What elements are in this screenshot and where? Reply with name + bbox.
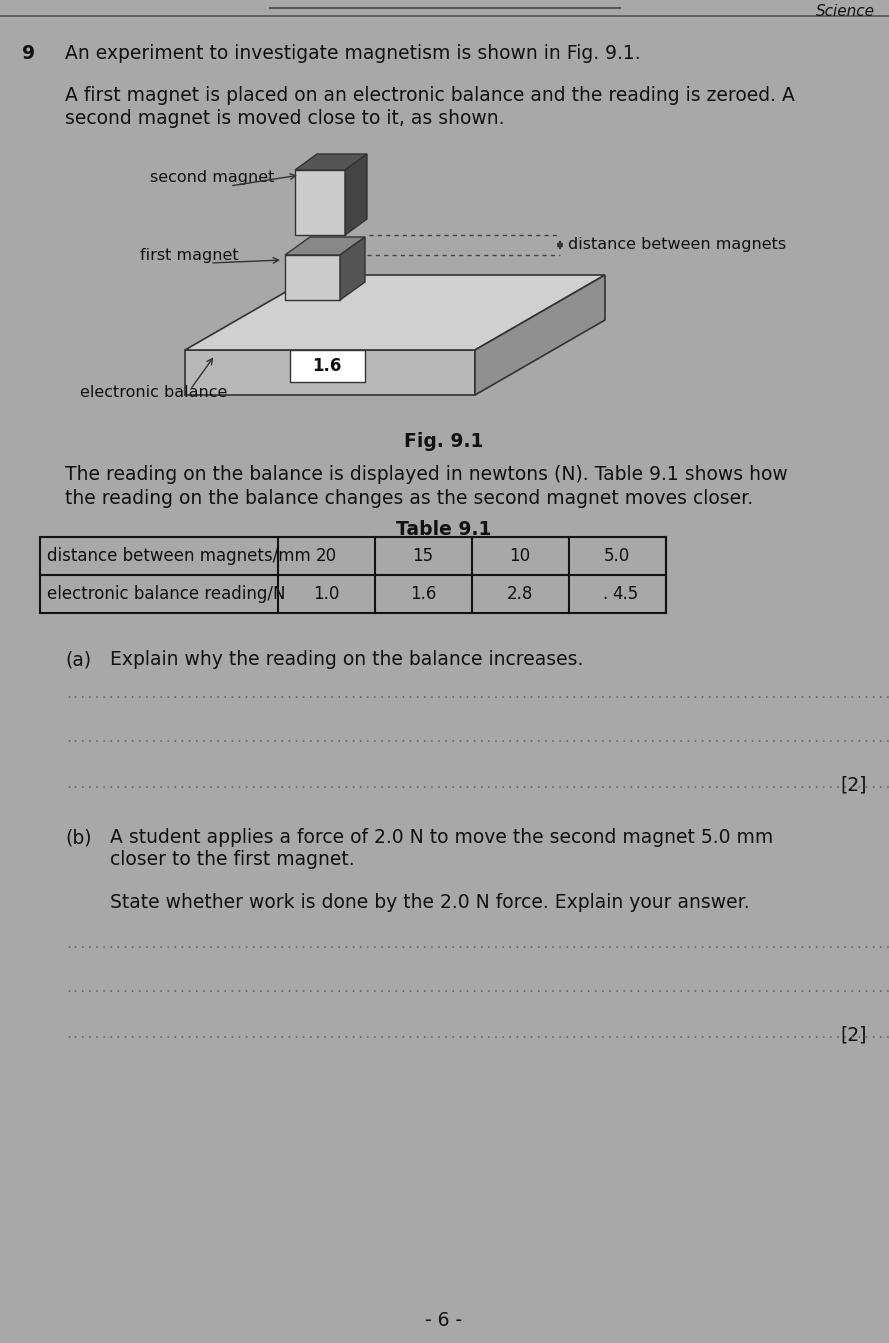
Polygon shape xyxy=(475,275,605,395)
Polygon shape xyxy=(285,255,340,299)
Text: State whether work is done by the 2.0 N force. Explain your answer.: State whether work is done by the 2.0 N … xyxy=(110,893,749,912)
Text: ................................................................................: ........................................… xyxy=(65,778,889,791)
Polygon shape xyxy=(185,275,605,351)
Polygon shape xyxy=(295,154,367,171)
Text: ................................................................................: ........................................… xyxy=(65,937,889,951)
Text: the reading on the balance changes as the second magnet moves closer.: the reading on the balance changes as th… xyxy=(65,489,753,508)
Polygon shape xyxy=(290,351,365,381)
Text: distance between magnets/mm: distance between magnets/mm xyxy=(47,547,311,565)
Text: first magnet: first magnet xyxy=(140,248,238,263)
Text: closer to the first magnet.: closer to the first magnet. xyxy=(110,850,355,869)
Text: Explain why the reading on the balance increases.: Explain why the reading on the balance i… xyxy=(110,650,583,669)
Text: 15: 15 xyxy=(412,547,434,565)
Text: - 6 -: - 6 - xyxy=(426,1311,462,1330)
Polygon shape xyxy=(295,171,345,235)
Text: A student applies a force of 2.0 N to move the second magnet 5.0 mm: A student applies a force of 2.0 N to mo… xyxy=(110,829,773,847)
Text: 20: 20 xyxy=(316,547,337,565)
Text: [2]: [2] xyxy=(840,1026,867,1045)
Text: 9: 9 xyxy=(22,44,36,63)
Polygon shape xyxy=(185,351,475,395)
Text: The reading on the balance is displayed in newtons (N). Table 9.1 shows how: The reading on the balance is displayed … xyxy=(65,465,788,483)
Text: 2.8: 2.8 xyxy=(507,586,533,603)
Text: .: . xyxy=(603,586,607,603)
Text: (a): (a) xyxy=(65,650,92,669)
Polygon shape xyxy=(285,236,365,255)
Text: Science: Science xyxy=(816,4,875,19)
Polygon shape xyxy=(340,236,365,299)
Text: Fig. 9.1: Fig. 9.1 xyxy=(404,432,484,451)
Text: ................................................................................: ........................................… xyxy=(65,983,889,995)
Polygon shape xyxy=(345,154,367,235)
Text: 5.0: 5.0 xyxy=(604,547,630,565)
Text: electronic balance: electronic balance xyxy=(80,385,228,400)
Text: second magnet is moved close to it, as shown.: second magnet is moved close to it, as s… xyxy=(65,109,504,128)
Text: ................................................................................: ........................................… xyxy=(65,1027,889,1041)
Text: 1.0: 1.0 xyxy=(313,586,340,603)
Text: 1.6: 1.6 xyxy=(410,586,436,603)
Text: 10: 10 xyxy=(509,547,531,565)
Text: electronic balance reading/N: electronic balance reading/N xyxy=(47,586,285,603)
Text: A first magnet is placed on an electronic balance and the reading is zeroed. A: A first magnet is placed on an electroni… xyxy=(65,86,795,105)
Text: distance between magnets: distance between magnets xyxy=(568,238,786,252)
Text: second magnet: second magnet xyxy=(150,171,275,185)
Text: 1.6: 1.6 xyxy=(312,357,341,375)
Text: An experiment to investigate magnetism is shown in Fig. 9.1.: An experiment to investigate magnetism i… xyxy=(65,44,641,63)
Text: ................................................................................: ........................................… xyxy=(65,732,889,745)
Text: Table 9.1: Table 9.1 xyxy=(396,520,492,539)
Text: ................................................................................: ........................................… xyxy=(65,688,889,701)
Text: 4.5: 4.5 xyxy=(612,586,638,603)
Bar xyxy=(40,537,666,612)
Text: [2]: [2] xyxy=(840,775,867,795)
Text: (b): (b) xyxy=(65,829,92,847)
